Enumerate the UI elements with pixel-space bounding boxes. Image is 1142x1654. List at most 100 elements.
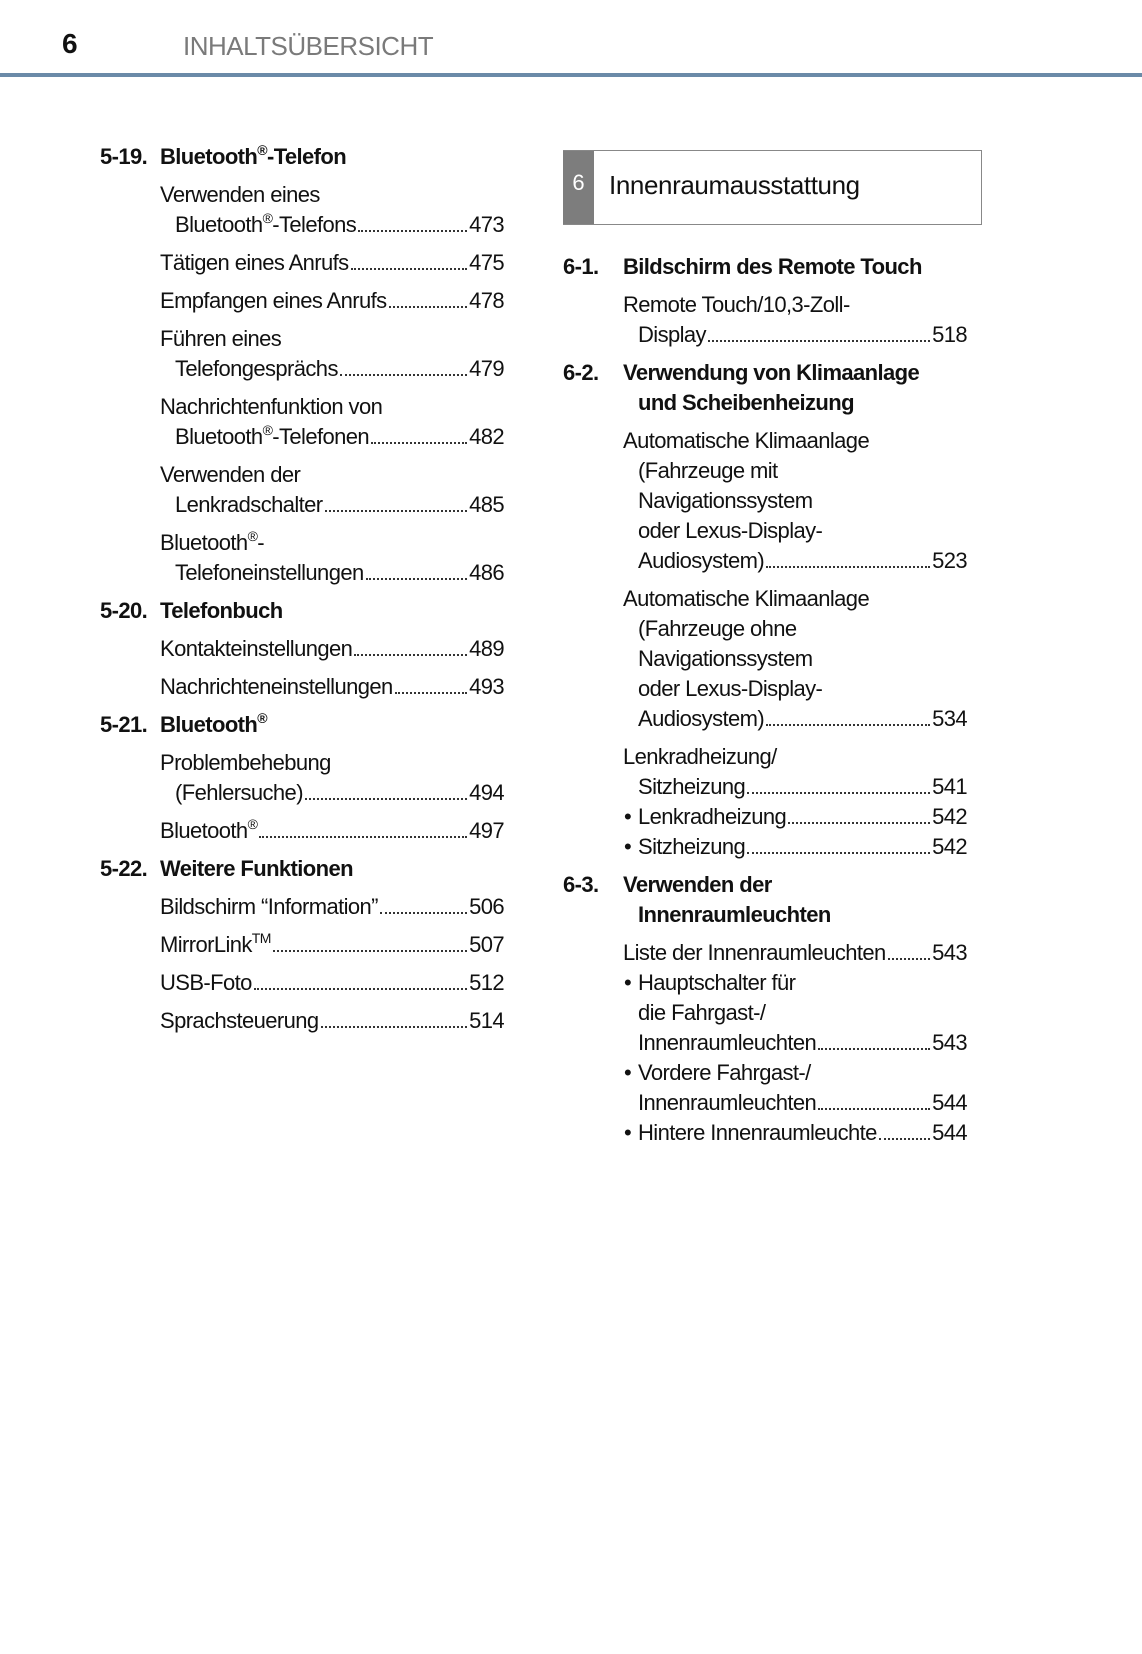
page-ref[interactable]: 494 — [469, 780, 505, 805]
page-ref[interactable]: 482 — [469, 424, 505, 449]
dot-leader — [747, 852, 931, 854]
toc-entry[interactable]: Liste der Innenraumleuchten 543 — [563, 938, 968, 968]
toc-entry[interactable]: Automatische Klimaanlage (Fahrzeuge mit Na… — [563, 426, 968, 576]
dot-leader — [388, 306, 468, 308]
toc-entry[interactable]: Sprachsteuerung 514 — [100, 1006, 505, 1036]
section-title: Telefonbuch — [160, 596, 504, 626]
toc-entry-text: Automatische Klimaanlage — [623, 586, 870, 611]
toc-entry[interactable]: Tätigen eines Anrufs 475 — [100, 248, 505, 278]
page-ref[interactable]: 507 — [469, 932, 505, 957]
toc-entry-text: MirrorLinkTM — [160, 930, 271, 957]
page-ref[interactable]: 489 — [469, 636, 505, 661]
page-ref[interactable]: 485 — [469, 492, 505, 517]
page-ref[interactable]: 473 — [469, 212, 505, 237]
page-ref[interactable]: 478 — [469, 288, 505, 313]
toc-entry-line: Display 518 — [623, 320, 968, 350]
page-ref[interactable]: 493 — [469, 674, 505, 699]
bullet-icon: • — [624, 1120, 632, 1145]
section-heading: 5-22. Weitere Funktionen — [100, 854, 504, 884]
toc-left-column: 5-19. Bluetooth®-Telefon Verwenden eines Bl… — [100, 142, 505, 1044]
toc-entry-line: Remote Touch/10,3-Zoll- — [623, 290, 967, 320]
section-title-line: und Scheibenheizung — [638, 390, 855, 415]
dot-leader — [320, 1026, 468, 1028]
page-ref[interactable]: 523 — [932, 548, 968, 573]
toc-entry-line: MirrorLinkTM 507 — [160, 930, 505, 960]
toc-entry-line: Automatische Klimaanlage — [623, 584, 967, 614]
toc-entry[interactable]: Verwenden eines Bluetooth®-Telefons 473 — [100, 180, 505, 240]
toc-entry[interactable]: Verwenden der Lenkradschalter 485 — [100, 460, 505, 520]
toc-entry-text: Bluetooth® — [160, 816, 258, 843]
toc-entry[interactable]: Bluetooth®- Telefoneinstellungen 486 — [100, 528, 505, 588]
page-ref[interactable]: 518 — [932, 322, 968, 347]
toc-entry[interactable]: • Lenkradheizung 542 — [563, 802, 968, 832]
toc-entry[interactable]: • Hintere Innenraumleuchte 544 — [563, 1118, 968, 1148]
section-title-line: Telefonbuch — [160, 598, 283, 623]
toc-entry-line: Verwenden eines — [160, 180, 504, 210]
dot-leader — [259, 836, 468, 838]
toc-entry[interactable]: MirrorLinkTM 507 — [100, 930, 505, 960]
toc-entry[interactable]: Bluetooth® 497 — [100, 816, 505, 846]
toc-entry-text: Nachrichteneinstellungen — [160, 674, 393, 699]
toc-entry[interactable]: Nachrichtenfunktion von Bluetooth®-Telefo… — [100, 392, 505, 452]
toc-entry-line: Liste der Innenraumleuchten 543 — [623, 938, 968, 968]
dot-leader — [358, 230, 468, 232]
toc-entry[interactable]: Problembehebung (Fehlersuche) 494 — [100, 748, 505, 808]
page-ref[interactable]: 486 — [469, 560, 505, 585]
toc-entry-line: Telefoneinstellungen 486 — [160, 558, 505, 588]
page-ref[interactable]: 543 — [932, 940, 968, 965]
page-ref[interactable]: 534 — [932, 706, 968, 731]
toc-entry-line: Verwenden der — [160, 460, 504, 490]
section-title-line: Verwenden der — [623, 872, 772, 897]
dot-leader — [766, 566, 931, 568]
toc-entry-text: Hauptschalter für — [638, 970, 796, 995]
toc-entry-text: Sitzheizung — [638, 834, 746, 859]
page-ref[interactable]: 542 — [932, 834, 968, 859]
page-ref[interactable]: 475 — [469, 250, 505, 275]
page-ref[interactable]: 544 — [932, 1090, 968, 1115]
section-title-line: Verwendung von Klimaanlage — [623, 360, 920, 385]
section-title: Verwenden der Innenraumleuchten — [623, 870, 967, 930]
toc-entry[interactable]: Führen eines Telefongesprächs 479 — [100, 324, 505, 384]
toc-entry-line: Sprachsteuerung 514 — [160, 1006, 505, 1036]
toc-entry-text: Innenraumleuchten — [638, 1030, 817, 1055]
page-ref[interactable]: 512 — [469, 970, 505, 995]
toc-entry-text: Bluetooth®-Telefonen — [175, 422, 370, 449]
toc-entry-text: Audiosystem) — [638, 706, 765, 731]
page-ref[interactable]: 479 — [469, 356, 505, 381]
toc-entry[interactable]: Bildschirm “Information” 506 — [100, 892, 505, 922]
page-ref[interactable]: 514 — [469, 1008, 505, 1033]
dot-leader — [766, 724, 931, 726]
toc-entry-text: Verwenden der — [160, 462, 301, 487]
toc-entry-line: (Fahrzeuge ohne — [623, 614, 967, 644]
toc-entry[interactable]: Remote Touch/10,3-Zoll- Display 518 — [563, 290, 968, 350]
toc-entry-text: Kontakteinstellungen — [160, 636, 353, 661]
page-ref[interactable]: 541 — [932, 774, 968, 799]
toc-entry-line: Hintere Innenraumleuchte 544 — [638, 1118, 968, 1148]
toc-entry[interactable]: Automatische Klimaanlage (Fahrzeuge ohne N… — [563, 584, 968, 734]
page-ref[interactable]: 497 — [469, 818, 505, 843]
toc-entry-text: Bildschirm “Information” — [160, 894, 378, 919]
toc-entry[interactable]: Kontakteinstellungen 489 — [100, 634, 505, 664]
page-ref[interactable]: 544 — [932, 1120, 968, 1145]
section-title: Verwendung von Klimaanlage und Scheibenhe… — [623, 358, 967, 418]
toc-entry[interactable]: Empfangen eines Anrufs 478 — [100, 286, 505, 316]
toc-entry[interactable]: • Hauptschalter für die Fahrgast-/ Innenrau… — [563, 968, 968, 1058]
toc-entry[interactable]: • Vordere Fahrgast-/ Innenraumleuchten 544 — [563, 1058, 968, 1118]
toc-entry-text: Empfangen eines Anrufs — [160, 288, 387, 313]
toc-entry[interactable]: USB-Foto 512 — [100, 968, 505, 998]
section-heading: 5-20. Telefonbuch — [100, 596, 504, 626]
toc-entry-text: Innenraumleuchten — [638, 1090, 817, 1115]
page-ref[interactable]: 543 — [932, 1030, 968, 1055]
toc-entry-line: USB-Foto 512 — [160, 968, 505, 998]
dot-leader — [887, 958, 931, 960]
toc-entry[interactable]: Nachrichteneinstellungen 493 — [100, 672, 505, 702]
dot-leader — [379, 912, 468, 914]
page-ref[interactable]: 506 — [469, 894, 505, 919]
toc-entry[interactable]: • Sitzheizung 542 — [563, 832, 968, 862]
section-number: 5-22. — [100, 856, 148, 881]
page-ref[interactable]: 542 — [932, 804, 968, 829]
toc-entry-text: Tätigen eines Anrufs — [160, 250, 349, 275]
section-heading: 6-3. Verwenden der Innenraumleuchten — [563, 870, 967, 930]
dot-leader — [818, 1108, 931, 1110]
toc-entry[interactable]: Lenkradheizung/Sitzheizung 541 — [563, 742, 968, 802]
